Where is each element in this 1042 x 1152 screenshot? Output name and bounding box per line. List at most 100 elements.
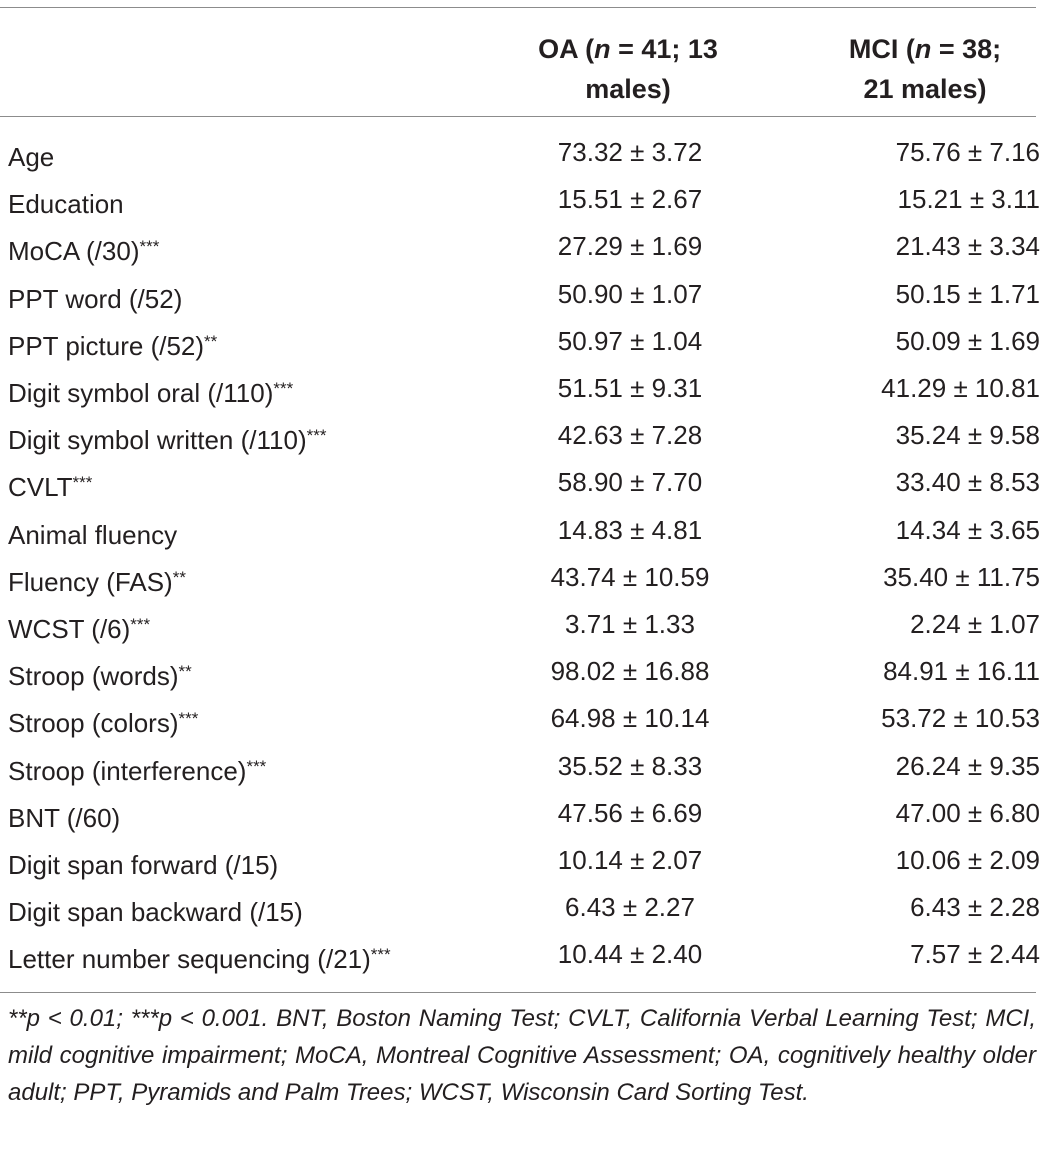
significance-stars: *** xyxy=(139,237,160,257)
table-row: Animal fluency 14.83 ± 4.81 14.34 ± 3.65 xyxy=(0,507,1040,554)
oa-value: 6.43 ± 2.27 xyxy=(565,892,695,923)
row-label: Age xyxy=(8,129,54,181)
table-row: PPT word (/52) 50.90 ± 1.07 50.15 ± 1.71 xyxy=(0,271,1040,318)
significance-stars: *** xyxy=(246,756,267,776)
header-oa-prefix: OA ( xyxy=(538,34,595,64)
mci-value: 7.57 ± 2.44 xyxy=(910,939,1040,970)
row-label: Animal fluency xyxy=(8,507,177,559)
table-row: MoCA (/30)*** 27.29 ± 1.69 21.43 ± 3.34 xyxy=(0,223,1040,270)
mci-value: 6.43 ± 2.28 xyxy=(910,892,1040,923)
mci-value: 47.00 ± 6.80 xyxy=(895,797,1040,828)
row-label-text: CVLT xyxy=(8,472,73,503)
row-label: Fluency (FAS)** xyxy=(8,554,186,606)
header-oa-rest: = 41; 13 xyxy=(610,34,718,64)
oa-value: 43.74 ± 10.59 xyxy=(550,561,710,592)
table-row: Digit span backward (/15) 6.43 ± 2.27 6.43… xyxy=(0,884,1040,931)
oa-value: 98.02 ± 16.88 xyxy=(550,656,710,687)
mci-value: 53.72 ± 10.53 xyxy=(881,703,1040,734)
row-label-text: Digit span backward (/15) xyxy=(8,897,303,928)
row-label: Stroop (words)** xyxy=(8,648,192,700)
table-row: Stroop (colors)*** 64.98 ± 10.14 53.72 ± 1… xyxy=(0,695,1040,742)
table-row: BNT (/60) 47.56 ± 6.69 47.00 ± 6.80 xyxy=(0,790,1040,837)
mci-value: 41.29 ± 10.81 xyxy=(881,373,1040,403)
significance-stars: ** xyxy=(172,567,186,587)
row-label-text: PPT word (/52) xyxy=(8,283,183,314)
header-mci-prefix: MCI ( xyxy=(848,34,915,64)
row-label: Stroop (interference)*** xyxy=(8,743,266,795)
oa-value: 64.98 ± 10.14 xyxy=(550,703,710,734)
oa-value: 50.97 ± 1.04 xyxy=(557,325,703,356)
header-mci-line2: 21 males) xyxy=(863,74,987,104)
row-label: Education xyxy=(8,176,124,228)
row-label: PPT word (/52) xyxy=(8,271,182,323)
significance-stars: *** xyxy=(72,473,93,493)
oa-value: 14.83 ± 4.81 xyxy=(557,514,703,545)
oa-value: 51.51 ± 9.31 xyxy=(557,373,703,403)
row-label-text: BNT (/60) xyxy=(8,802,121,833)
row-label: Digit symbol written (/110)*** xyxy=(8,412,326,464)
header-rule xyxy=(0,116,1036,117)
oa-value: 10.44 ± 2.40 xyxy=(557,939,703,970)
row-label: Digit symbol oral (/110)*** xyxy=(8,365,293,417)
header-mci-rest: = 38; xyxy=(931,34,1002,64)
table-row: Letter number sequencing (/21)*** 10.44 ±… xyxy=(0,931,1040,978)
row-label-text: Letter number sequencing (/21) xyxy=(8,944,371,975)
significance-stars: *** xyxy=(130,615,151,634)
significance-stars: ** xyxy=(204,331,218,351)
oa-value: 27.29 ± 1.69 xyxy=(557,231,703,262)
mci-value: 35.40 ± 11.75 xyxy=(883,561,1040,592)
table-row: WCST (/6)*** 3.71 ± 1.33 2.24 ± 1.07 xyxy=(0,601,1040,648)
header-oa-line2: males) xyxy=(585,74,671,104)
significance-stars: *** xyxy=(178,709,199,729)
table-row: Education 15.51 ± 2.67 15.21 ± 3.11 xyxy=(0,176,1040,223)
row-label: Letter number sequencing (/21)*** xyxy=(8,931,391,983)
header-mci: MCI (n = 38; 21 males) xyxy=(805,29,1042,109)
mci-value: 50.15 ± 1.71 xyxy=(895,278,1040,309)
table-row: Stroop (interference)*** 35.52 ± 8.33 26.2… xyxy=(0,743,1040,790)
header-oa: OA (n = 41; 13 males) xyxy=(498,29,758,109)
significance-stars: *** xyxy=(370,945,391,965)
oa-value: 58.90 ± 7.70 xyxy=(557,467,703,498)
oa-value: 35.52 ± 8.33 xyxy=(557,750,703,781)
oa-value: 3.71 ± 1.33 xyxy=(565,609,695,639)
mci-value: 21.43 ± 3.34 xyxy=(895,231,1040,262)
table-header: OA (n = 41; 13 males) MCI (n = 38; 21 ma… xyxy=(0,24,1036,114)
oa-value: 15.51 ± 2.67 xyxy=(557,184,703,215)
row-label-text: Digit symbol written (/110) xyxy=(8,425,307,456)
table-row: Fluency (FAS)** 43.74 ± 10.59 35.40 ± 11.7… xyxy=(0,554,1040,601)
row-label-text: Age xyxy=(8,142,55,172)
header-oa-n: n xyxy=(594,34,611,64)
table-row: Digit span forward (/15) 10.14 ± 2.07 10.0… xyxy=(0,837,1040,884)
oa-value: 50.90 ± 1.07 xyxy=(557,278,703,309)
row-label-text: PPT picture (/52) xyxy=(8,330,205,361)
table-row: Age 73.32 ± 3.72 75.76 ± 7.16 xyxy=(0,129,1040,176)
row-label-text: Animal fluency xyxy=(8,519,178,550)
significance-stars: ** xyxy=(178,662,192,682)
row-label: BNT (/60) xyxy=(8,790,120,842)
mci-value: 75.76 ± 7.16 xyxy=(895,137,1040,167)
row-label: WCST (/6)*** xyxy=(8,601,150,653)
mci-value: 10.06 ± 2.09 xyxy=(895,845,1040,875)
table-footnote: **p < 0.01; ***p < 0.001. BNT, Boston Na… xyxy=(8,1005,1036,1106)
significance-stars: *** xyxy=(306,426,327,446)
mci-value: 50.09 ± 1.69 xyxy=(895,325,1040,356)
row-label-text: Stroop (words) xyxy=(8,661,179,692)
table-row: Digit symbol oral (/110)*** 51.51 ± 9.31 4… xyxy=(0,365,1040,412)
significance-stars: *** xyxy=(273,379,294,398)
mci-value: 15.21 ± 3.11 xyxy=(897,184,1040,215)
row-label: CVLT*** xyxy=(8,459,92,511)
row-label: MoCA (/30)*** xyxy=(8,223,159,275)
row-label-text: Stroop (interference) xyxy=(8,755,247,786)
row-label: Digit span backward (/15) xyxy=(8,884,303,936)
oa-value: 42.63 ± 7.28 xyxy=(557,420,703,451)
row-label: Digit span forward (/15) xyxy=(8,837,278,889)
row-label: PPT picture (/52)** xyxy=(8,318,217,370)
row-label-text: Education xyxy=(8,189,124,220)
row-label: Stroop (colors)*** xyxy=(8,695,198,747)
oa-value: 73.32 ± 3.72 xyxy=(557,137,703,167)
mci-value: 14.34 ± 3.65 xyxy=(895,514,1040,545)
mci-value: 2.24 ± 1.07 xyxy=(910,609,1040,639)
oa-value: 10.14 ± 2.07 xyxy=(557,845,703,875)
header-mci-n: n xyxy=(914,34,932,64)
table-row: CVLT*** 58.90 ± 7.70 33.40 ± 8.53 xyxy=(0,459,1040,506)
